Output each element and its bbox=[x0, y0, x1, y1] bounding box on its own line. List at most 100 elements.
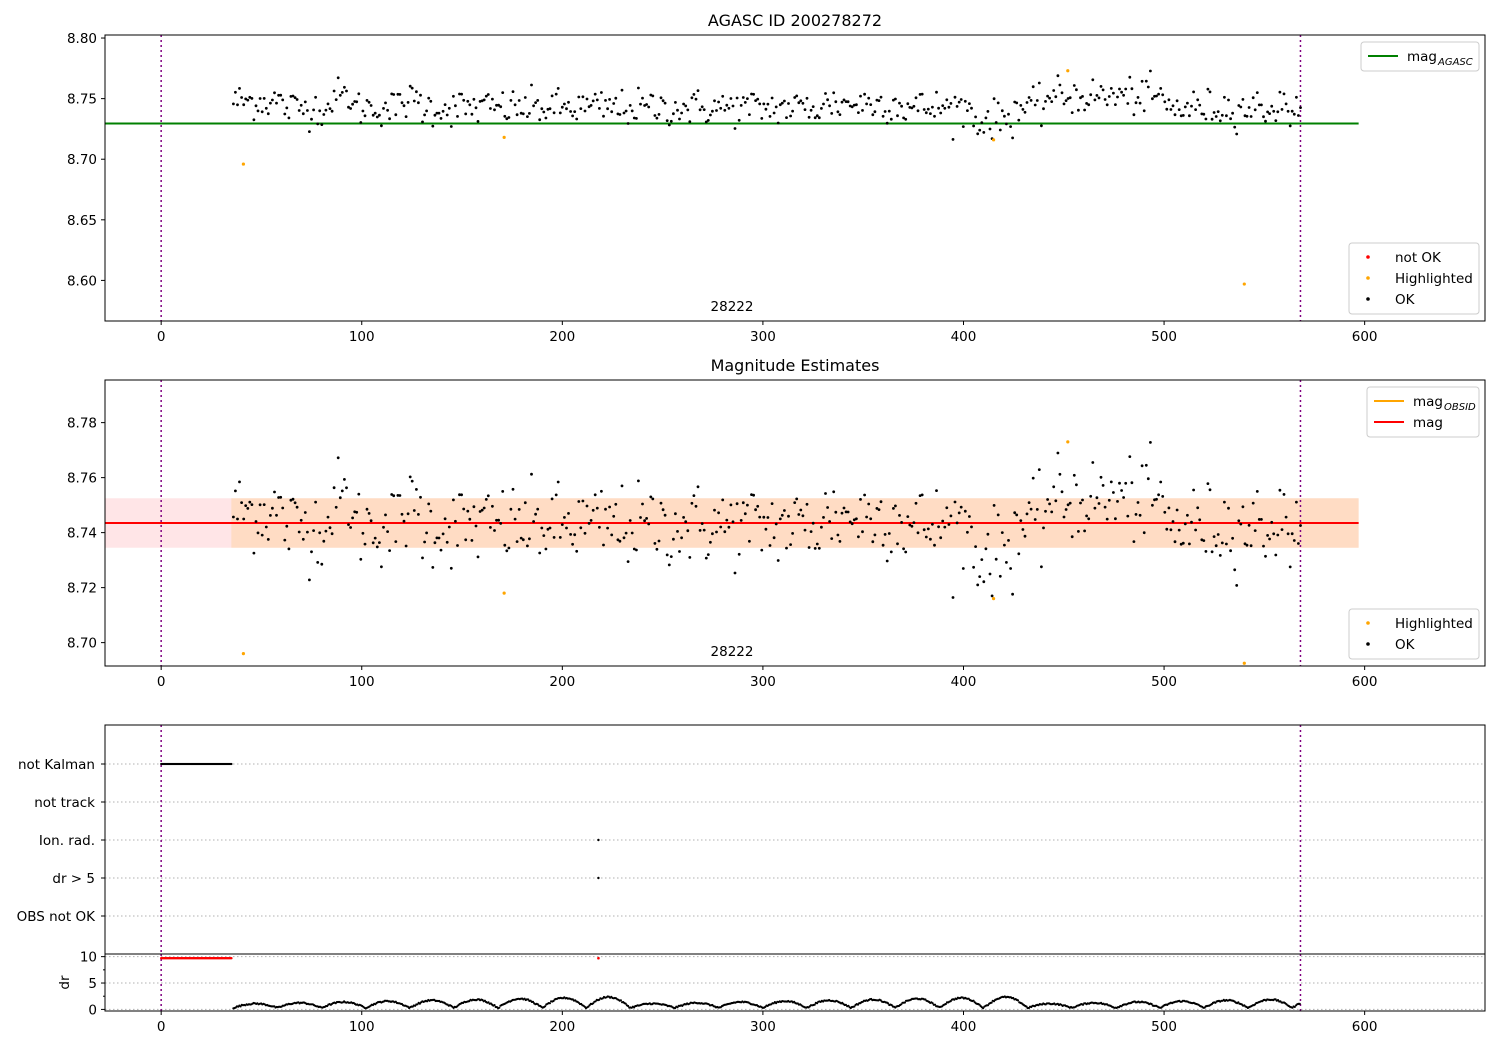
ok-point bbox=[345, 486, 348, 490]
ok-point bbox=[1227, 506, 1230, 510]
ok-point bbox=[1000, 531, 1004, 534]
x-tick-label: 0 bbox=[157, 1019, 166, 1035]
ok-point bbox=[1089, 494, 1093, 498]
ok-point bbox=[254, 520, 258, 523]
ok-point bbox=[355, 100, 359, 104]
ok-point bbox=[1266, 110, 1269, 114]
ok-point bbox=[310, 550, 313, 554]
ok-point bbox=[727, 106, 731, 110]
ok-point bbox=[460, 493, 463, 497]
ok-point bbox=[791, 532, 794, 535]
ok-point bbox=[1138, 101, 1142, 105]
ok-point bbox=[1183, 522, 1187, 526]
ok-point bbox=[879, 95, 883, 99]
ok-point bbox=[404, 115, 408, 118]
ok-point bbox=[365, 507, 369, 511]
ok-point bbox=[482, 506, 486, 510]
ok-point bbox=[433, 541, 437, 545]
ok-point bbox=[857, 535, 860, 539]
ok-point bbox=[824, 492, 827, 495]
ok-point bbox=[1169, 528, 1173, 532]
ok-point bbox=[439, 548, 443, 552]
ok-point bbox=[653, 542, 657, 545]
x-tick-label: 100 bbox=[349, 1019, 375, 1035]
ok-point bbox=[1037, 81, 1041, 85]
ok-point bbox=[427, 96, 431, 100]
ok-point bbox=[598, 107, 601, 110]
ok-point bbox=[916, 531, 920, 535]
ok-point bbox=[639, 516, 642, 519]
ok-point bbox=[1070, 111, 1074, 114]
x-tick-label: 0 bbox=[157, 329, 166, 345]
ok-point bbox=[783, 509, 786, 512]
ok-point bbox=[820, 107, 823, 110]
ok-point bbox=[273, 490, 276, 494]
y-tick-label: 8.74 bbox=[67, 526, 97, 542]
ok-point bbox=[1155, 497, 1158, 501]
ok-point bbox=[672, 112, 675, 116]
ok-point bbox=[308, 578, 311, 582]
ok-point bbox=[556, 480, 560, 484]
ok-point bbox=[320, 123, 324, 126]
ok-point bbox=[513, 517, 517, 521]
ok-point bbox=[624, 109, 628, 113]
ok-point bbox=[612, 102, 616, 105]
ok-point bbox=[577, 95, 581, 99]
ok-point bbox=[988, 127, 992, 131]
ok-point bbox=[1007, 539, 1010, 542]
ok-point bbox=[801, 514, 805, 518]
ok-point bbox=[626, 560, 630, 563]
x-tick-label: 600 bbox=[1352, 1019, 1378, 1035]
ok-point bbox=[1017, 552, 1021, 556]
ok-point bbox=[1190, 104, 1193, 108]
ok-point bbox=[632, 116, 636, 120]
ok-point bbox=[1130, 481, 1134, 485]
ok-point bbox=[544, 547, 548, 551]
ok-point bbox=[1206, 482, 1210, 485]
ok-point bbox=[593, 493, 597, 497]
ok-point bbox=[655, 547, 659, 551]
ok-point bbox=[369, 519, 373, 523]
ok-point bbox=[349, 107, 352, 110]
ok-point bbox=[1270, 520, 1274, 524]
ok-point bbox=[600, 489, 603, 493]
ok-point bbox=[515, 113, 519, 117]
flag-label: not track bbox=[34, 795, 95, 811]
ok-point bbox=[832, 91, 836, 95]
ok-point bbox=[585, 97, 589, 101]
ok-point bbox=[672, 537, 675, 541]
ok-point bbox=[1204, 117, 1208, 121]
ok-point bbox=[1054, 95, 1058, 99]
ok-point bbox=[567, 512, 570, 515]
ok-point bbox=[1276, 110, 1280, 114]
ok-point bbox=[1070, 535, 1074, 539]
ok-point bbox=[918, 93, 922, 96]
ok-point bbox=[1202, 539, 1206, 542]
ok-point bbox=[797, 513, 801, 516]
ok-point bbox=[598, 525, 601, 529]
ok-point bbox=[310, 117, 313, 121]
ok-point bbox=[1151, 503, 1154, 507]
ok-point bbox=[581, 95, 585, 99]
ok-point bbox=[914, 501, 918, 505]
ok-point bbox=[526, 544, 529, 548]
ok-point bbox=[758, 102, 762, 106]
ok-point bbox=[328, 526, 332, 530]
ok-point bbox=[248, 95, 252, 99]
ok-point bbox=[565, 107, 568, 111]
y-tick-label: 10 bbox=[80, 950, 97, 966]
ok-point bbox=[540, 107, 544, 111]
ok-point bbox=[811, 521, 815, 525]
ok-point bbox=[959, 505, 963, 509]
ok-point bbox=[957, 511, 961, 515]
ok-point bbox=[715, 530, 718, 534]
ok-point bbox=[877, 508, 881, 511]
ok-point bbox=[431, 566, 435, 569]
y-tick-label: 8.72 bbox=[67, 581, 97, 597]
ok-point bbox=[478, 510, 482, 513]
ok-point bbox=[842, 98, 846, 102]
ok-point bbox=[702, 108, 706, 111]
ok-point bbox=[935, 90, 938, 94]
ok-point bbox=[1079, 501, 1082, 505]
ok-point bbox=[1005, 561, 1008, 564]
